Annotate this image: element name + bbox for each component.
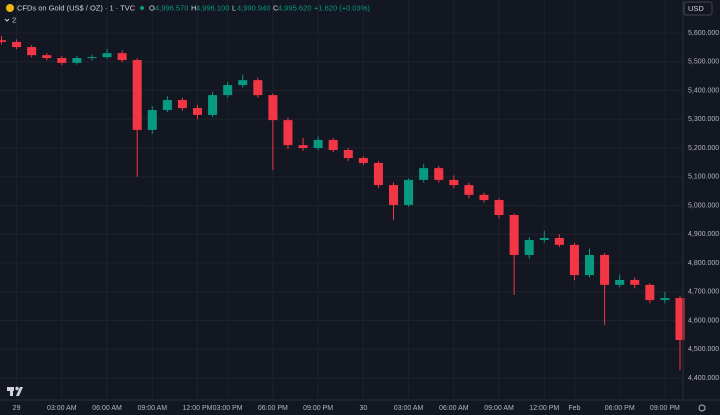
candle-body: [0, 40, 7, 42]
candle-body: [434, 168, 444, 180]
logo: [7, 386, 23, 396]
y-tick-label: 5,100.000: [688, 174, 719, 181]
candle-body: [102, 53, 112, 58]
candle-body: [358, 158, 368, 163]
x-tick-label: 12:00 PM: [183, 405, 213, 412]
y-tick-label: 4,600.000: [688, 317, 719, 324]
candle-body: [509, 214, 519, 255]
ohlc-value: 4,996.570: [155, 3, 188, 12]
candle-body: [373, 162, 383, 186]
currency: USD: [688, 4, 704, 13]
candle-body: [584, 254, 595, 276]
candle-body: [615, 279, 625, 285]
candle-body: [524, 240, 534, 255]
x-tick-label: 06:00 PM: [258, 405, 288, 412]
y-tick-label: 5,500.000: [688, 59, 719, 66]
candle-body: [630, 279, 640, 285]
indicator-count[interactable]: 2: [12, 15, 16, 24]
symbol-icon: [6, 4, 14, 12]
ohlc-value: 4,995.620: [278, 3, 311, 12]
y-tick-label: 5,300.000: [688, 116, 719, 123]
candle-body: [177, 99, 187, 109]
y-tick-label: 5,600.000: [688, 30, 719, 37]
candle-body: [12, 41, 22, 48]
x-tick-label: 09:00 AM: [484, 405, 514, 412]
candle-body: [569, 244, 579, 276]
candle-body: [27, 47, 37, 56]
symbol[interactable]: CFDs on Gold (US$ / OZ) · 1 · TVC: [17, 3, 136, 12]
x-tick-label: 06:00 AM: [92, 405, 122, 412]
y-tick-label: 5,400.000: [688, 87, 719, 94]
currency-button[interactable]: [683, 1, 713, 16]
settings-icon[interactable]: [698, 404, 706, 412]
x-tick-label: 09:00 PM: [303, 405, 333, 412]
candle-body: [419, 168, 429, 180]
candle-body: [479, 194, 489, 201]
x-tick-label: 03:00 AM: [394, 405, 424, 412]
candle-body: [192, 108, 203, 115]
ohlc-value: 4,990.940: [237, 3, 270, 12]
x-tick-label: 29: [13, 405, 21, 412]
candle-body: [539, 237, 549, 241]
y-tick-label: 5,200.000: [688, 145, 719, 152]
collapse-icon[interactable]: [4, 18, 10, 22]
candle-body: [57, 58, 67, 63]
candle-body: [283, 120, 293, 146]
candle-body: [328, 139, 338, 151]
x-tick-label: 09:00 PM: [650, 405, 680, 412]
candle-body: [253, 80, 263, 96]
x-tick-label: 06:00 AM: [439, 405, 469, 412]
x-tick-label: 30: [359, 405, 367, 412]
status-dot: [140, 6, 144, 10]
y-tick-label: 4,700.000: [688, 289, 719, 296]
ohlc-value: 4,996.100: [196, 3, 229, 12]
candle-body: [298, 145, 308, 149]
candle-body: [645, 284, 655, 301]
candle-body: [313, 139, 323, 149]
candle-body: [42, 55, 52, 59]
y-tick-label: 5,000.000: [688, 202, 719, 209]
ohlc-label: O: [149, 3, 155, 12]
change: +1.620 (+0.03%): [314, 3, 370, 12]
y-tick-label: 4,900.000: [688, 231, 719, 238]
candle-body: [600, 254, 610, 285]
candle-body: [223, 85, 233, 96]
candle-body: [162, 99, 172, 111]
y-tick-label: 4,400.000: [688, 375, 719, 382]
x-tick-label: 03:00 PM: [213, 405, 243, 412]
y-tick-label: 4,800.000: [688, 260, 719, 267]
x-tick-label: Feb: [568, 405, 580, 412]
x-tick-label: 09:00 AM: [137, 405, 167, 412]
candle-body: [132, 60, 142, 130]
candle-body: [464, 185, 474, 195]
x-tick-label: 12:00 PM: [529, 405, 559, 412]
candle-body: [147, 110, 157, 130]
candle-body: [554, 237, 564, 245]
candle-body: [660, 298, 670, 301]
candle-body: [72, 58, 82, 63]
candle-body: [343, 150, 353, 159]
candle-body: [87, 57, 97, 59]
candle-body: [208, 95, 218, 115]
x-tick-label: 06:00 PM: [605, 405, 635, 412]
ohlc-label: C: [273, 3, 279, 12]
candle-body: [494, 200, 504, 215]
candle-body: [404, 179, 414, 205]
y-tick-label: 4,500.000: [688, 346, 719, 353]
candle-body: [388, 185, 399, 205]
ohlc-label: L: [232, 3, 236, 12]
x-tick-label: 03:00 AM: [47, 405, 77, 412]
ohlc-label: H: [191, 3, 196, 12]
candle-body: [449, 179, 459, 186]
candle-body: [238, 80, 248, 86]
candle-body: [675, 298, 685, 341]
candle-body: [268, 95, 278, 121]
candle-body: [117, 53, 127, 61]
